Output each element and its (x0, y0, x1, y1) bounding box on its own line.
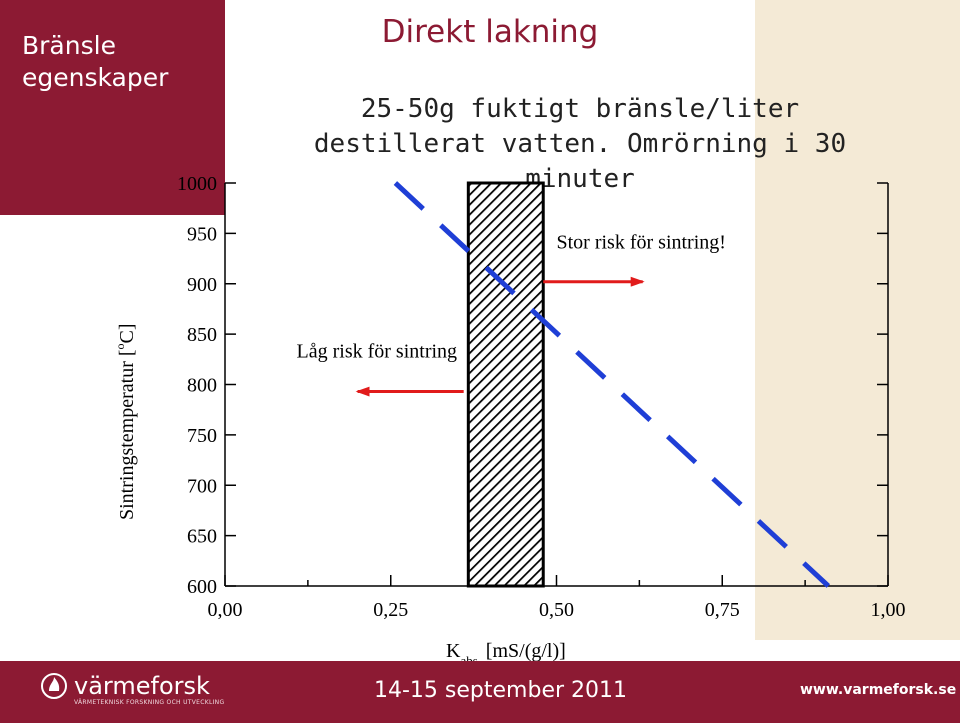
x-tick-label: 0,50 (539, 599, 574, 621)
x-tick-label: 1,00 (871, 599, 906, 621)
varmeforsk-logo: värmeforsk (40, 672, 210, 700)
logo-subtitle: VÄRMETEKNISK FORSKNING OCH UTVECKLING (74, 699, 225, 706)
slide-subtitle: 25-50g fuktigt bränsle/liter destillerat… (313, 94, 847, 194)
dashed-trend-line (393, 181, 831, 588)
y-tick-label: 800 (187, 375, 217, 397)
right-background-band (755, 0, 960, 640)
hatched-band (466, 181, 545, 588)
title-band (225, 0, 755, 40)
footer-bar: värmeforsk VÄRMETEKNISK FORSKNING OCH UT… (0, 661, 960, 723)
sintering-chart: 600 650 700 750 800 850 900 950 1000 0,00 0,25 0,50… (113, 173, 906, 661)
flame-logo-icon (41, 673, 67, 699)
y-tick-label: 1000 (177, 173, 217, 195)
x-tick-label: 0,00 (208, 599, 243, 621)
slide-title: Direkt lakning (381, 14, 599, 50)
logo-text: värmeforsk (74, 672, 210, 700)
sidebar-panel: Bränsle egenskaper (0, 0, 225, 215)
low-risk-label: Låg risk för sintring (297, 340, 458, 362)
y-tick-label: 950 (187, 223, 217, 245)
x-axis-label: Kabs [mS/(g/l)] (446, 640, 566, 661)
high-risk-label: Stor risk för sintring! (557, 231, 726, 253)
y-tick-label: 850 (187, 324, 217, 346)
footer-url[interactable]: www.varmeforsk.se (800, 682, 957, 698)
y-axis-label: Sintringstemperatur [oC] (113, 323, 138, 520)
x-tick-label: 0,75 (705, 599, 740, 621)
footer-date: 14-15 september 2011 (374, 678, 627, 703)
x-tick-label: 0,25 (373, 599, 408, 621)
section-title: Bränsle egenskaper (22, 31, 169, 92)
y-tick-label: 900 (187, 274, 217, 296)
y-tick-label: 700 (187, 475, 217, 497)
y-tick-label: 650 (187, 526, 217, 548)
y-tick-label: 600 (187, 576, 217, 598)
y-tick-label: 750 (187, 425, 217, 447)
